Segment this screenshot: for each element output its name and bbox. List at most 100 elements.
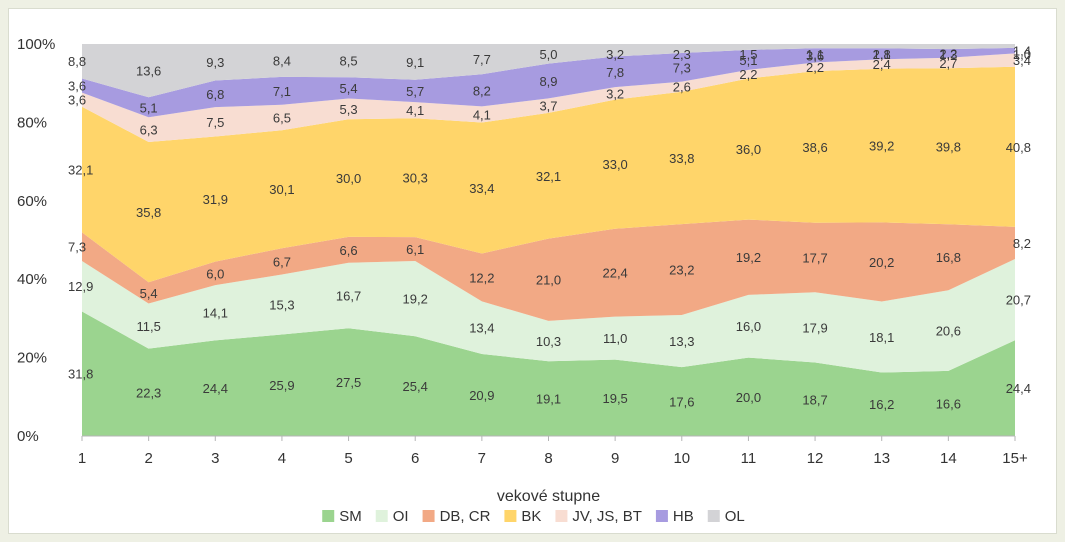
data-label-oi: 20,7 [1006,293,1031,308]
data-label-oi: 10,3 [536,334,561,349]
legend-swatch [375,510,388,522]
data-label-ol: 8,8 [68,54,86,69]
data-label-jv-js-bt: 2,7 [939,56,957,71]
x-tick-label: 10 [673,450,690,467]
data-label-db-cr: 20,2 [869,255,894,270]
x-tick-label: 12 [807,450,824,467]
x-tick-label: 3 [211,450,219,467]
x-tick-label: 6 [411,450,419,467]
data-label-ol: 7,7 [473,52,491,67]
data-label-jv-js-bt: 3,7 [539,99,557,114]
data-label-db-cr: 5,4 [140,286,158,301]
data-label-oi: 11,0 [603,331,627,346]
legend-label: OI [393,508,409,525]
data-label-hb: 1,4 [1013,44,1031,59]
data-label-sm: 20,0 [736,390,761,405]
data-label-bk: 30,1 [269,182,294,197]
y-tick-label: 0% [17,428,39,445]
x-tick-label: 8 [544,450,552,467]
data-label-jv-js-bt: 2,2 [739,67,757,82]
data-label-db-cr: 6,1 [406,242,424,257]
data-label-bk: 40,8 [1006,140,1031,155]
x-tick-label: 13 [873,450,890,467]
legend-label: DB, CR [440,508,491,525]
data-label-bk: 30,0 [336,171,361,186]
data-label-db-cr: 7,3 [68,240,86,255]
area-series-ol [82,44,1015,98]
data-label-bk: 30,3 [403,171,428,186]
x-axis: 1 2 3 4 5 6 7 8 9 10 11 12 13 14 15+ [78,435,1028,467]
data-label-sm: 20,9 [469,388,494,403]
y-tick-label: 20% [17,350,47,367]
data-label-bk: 39,8 [936,139,961,154]
area-series-hb [82,47,1015,118]
legend: SM OI DB, CR BK JV, JS, BT HB OL [322,508,745,525]
data-label-db-cr: 23,2 [669,263,694,278]
data-label-ol: 9,3 [206,55,224,70]
data-label-oi: 13,4 [469,321,494,336]
data-label-bk: 31,9 [203,192,228,207]
data-label-bk: 36,0 [736,142,761,157]
data-label-db-cr: 17,7 [802,250,827,265]
data-label-sm: 18,7 [802,392,827,407]
data-label-sm: 16,6 [936,396,961,411]
data-label-jv-js-bt: 7,5 [206,115,224,130]
data-label-hb: 8,2 [473,83,491,98]
x-tick-label: 11 [741,450,757,467]
area-series-db-cr [82,219,1015,321]
data-label-db-cr: 12,2 [469,270,494,285]
area-layer [82,44,1015,436]
legend-swatch [655,510,668,522]
stacked-area-chart: 0%20%40%60%80%100% 1 2 3 4 5 6 7 8 9 10 11 12 13 14 15… [17,36,1031,525]
data-label-hb: 7,3 [673,60,691,75]
legend-swatch [422,510,435,522]
data-label-jv-js-bt: 5,3 [340,102,358,117]
x-tick-label: 2 [144,450,152,467]
data-label-ol: 3,2 [606,47,624,62]
data-label-oi: 11,5 [136,319,160,334]
data-label-sm: 24,4 [1006,381,1031,396]
data-label-hb: 3,6 [806,48,824,63]
data-label-ol: 13,6 [136,64,161,79]
data-label-hb: 5,4 [340,81,358,96]
data-label-db-cr: 6,0 [206,266,224,281]
data-label-jv-js-bt: 2,2 [806,60,824,75]
data-label-jv-js-bt: 4,1 [406,103,424,118]
data-label-ol: 1,3 [939,47,957,62]
data-label-sm: 25,4 [403,379,428,394]
data-label-jv-js-bt: 3,2 [606,86,624,101]
legend-swatch [322,510,335,522]
x-tick-label: 15+ [1002,450,1028,467]
chart-frame: 0% 20% 40% 60% 80% 100% 1 2 3 4 5 6 7 8 9 10 11 12 13 14 15… [8,8,1057,534]
data-label-oi: 16,7 [336,288,361,303]
area-series-bk [82,66,1015,283]
data-label-sm: 16,2 [869,397,894,412]
data-label-ol: 1,5 [739,47,757,62]
data-label-jv-js-bt: 6,5 [273,111,291,126]
data-label-bk: 33,8 [669,151,694,166]
legend-item-sm: SM [322,508,362,525]
legend-label: HB [673,508,694,525]
x-tick-label: 5 [344,450,352,467]
data-label-sm: 24,4 [203,381,228,396]
data-label-ol: 8,5 [340,54,358,69]
legend-item-jv-js-bt: JV, JS, BT [555,508,642,525]
data-label-jv-js-bt: 3,6 [68,93,86,108]
data-label-ol: 1,1 [873,47,891,62]
data-label-bk: 33,0 [602,157,627,172]
x-tick-label: 7 [478,450,486,467]
data-label-ol: 9,1 [406,55,424,70]
area-series-jv-js-bt [82,53,1015,142]
data-label-bk: 38,6 [802,140,827,155]
legend-swatch [707,510,720,522]
data-label-oi: 14,1 [203,306,228,321]
data-label-ol: 8,4 [273,53,291,68]
data-label-oi: 15,3 [269,297,294,312]
x-axis-label: vekové stupne [497,488,600,505]
data-label-bk: 32,1 [536,169,561,184]
x-tick-label: 1 [78,450,86,467]
x-tick-label: 14 [940,450,957,467]
data-label-db-cr: 22,4 [602,266,627,281]
legend-item-db-cr: DB, CR [422,508,491,525]
data-label-ol: 2,3 [673,47,691,62]
